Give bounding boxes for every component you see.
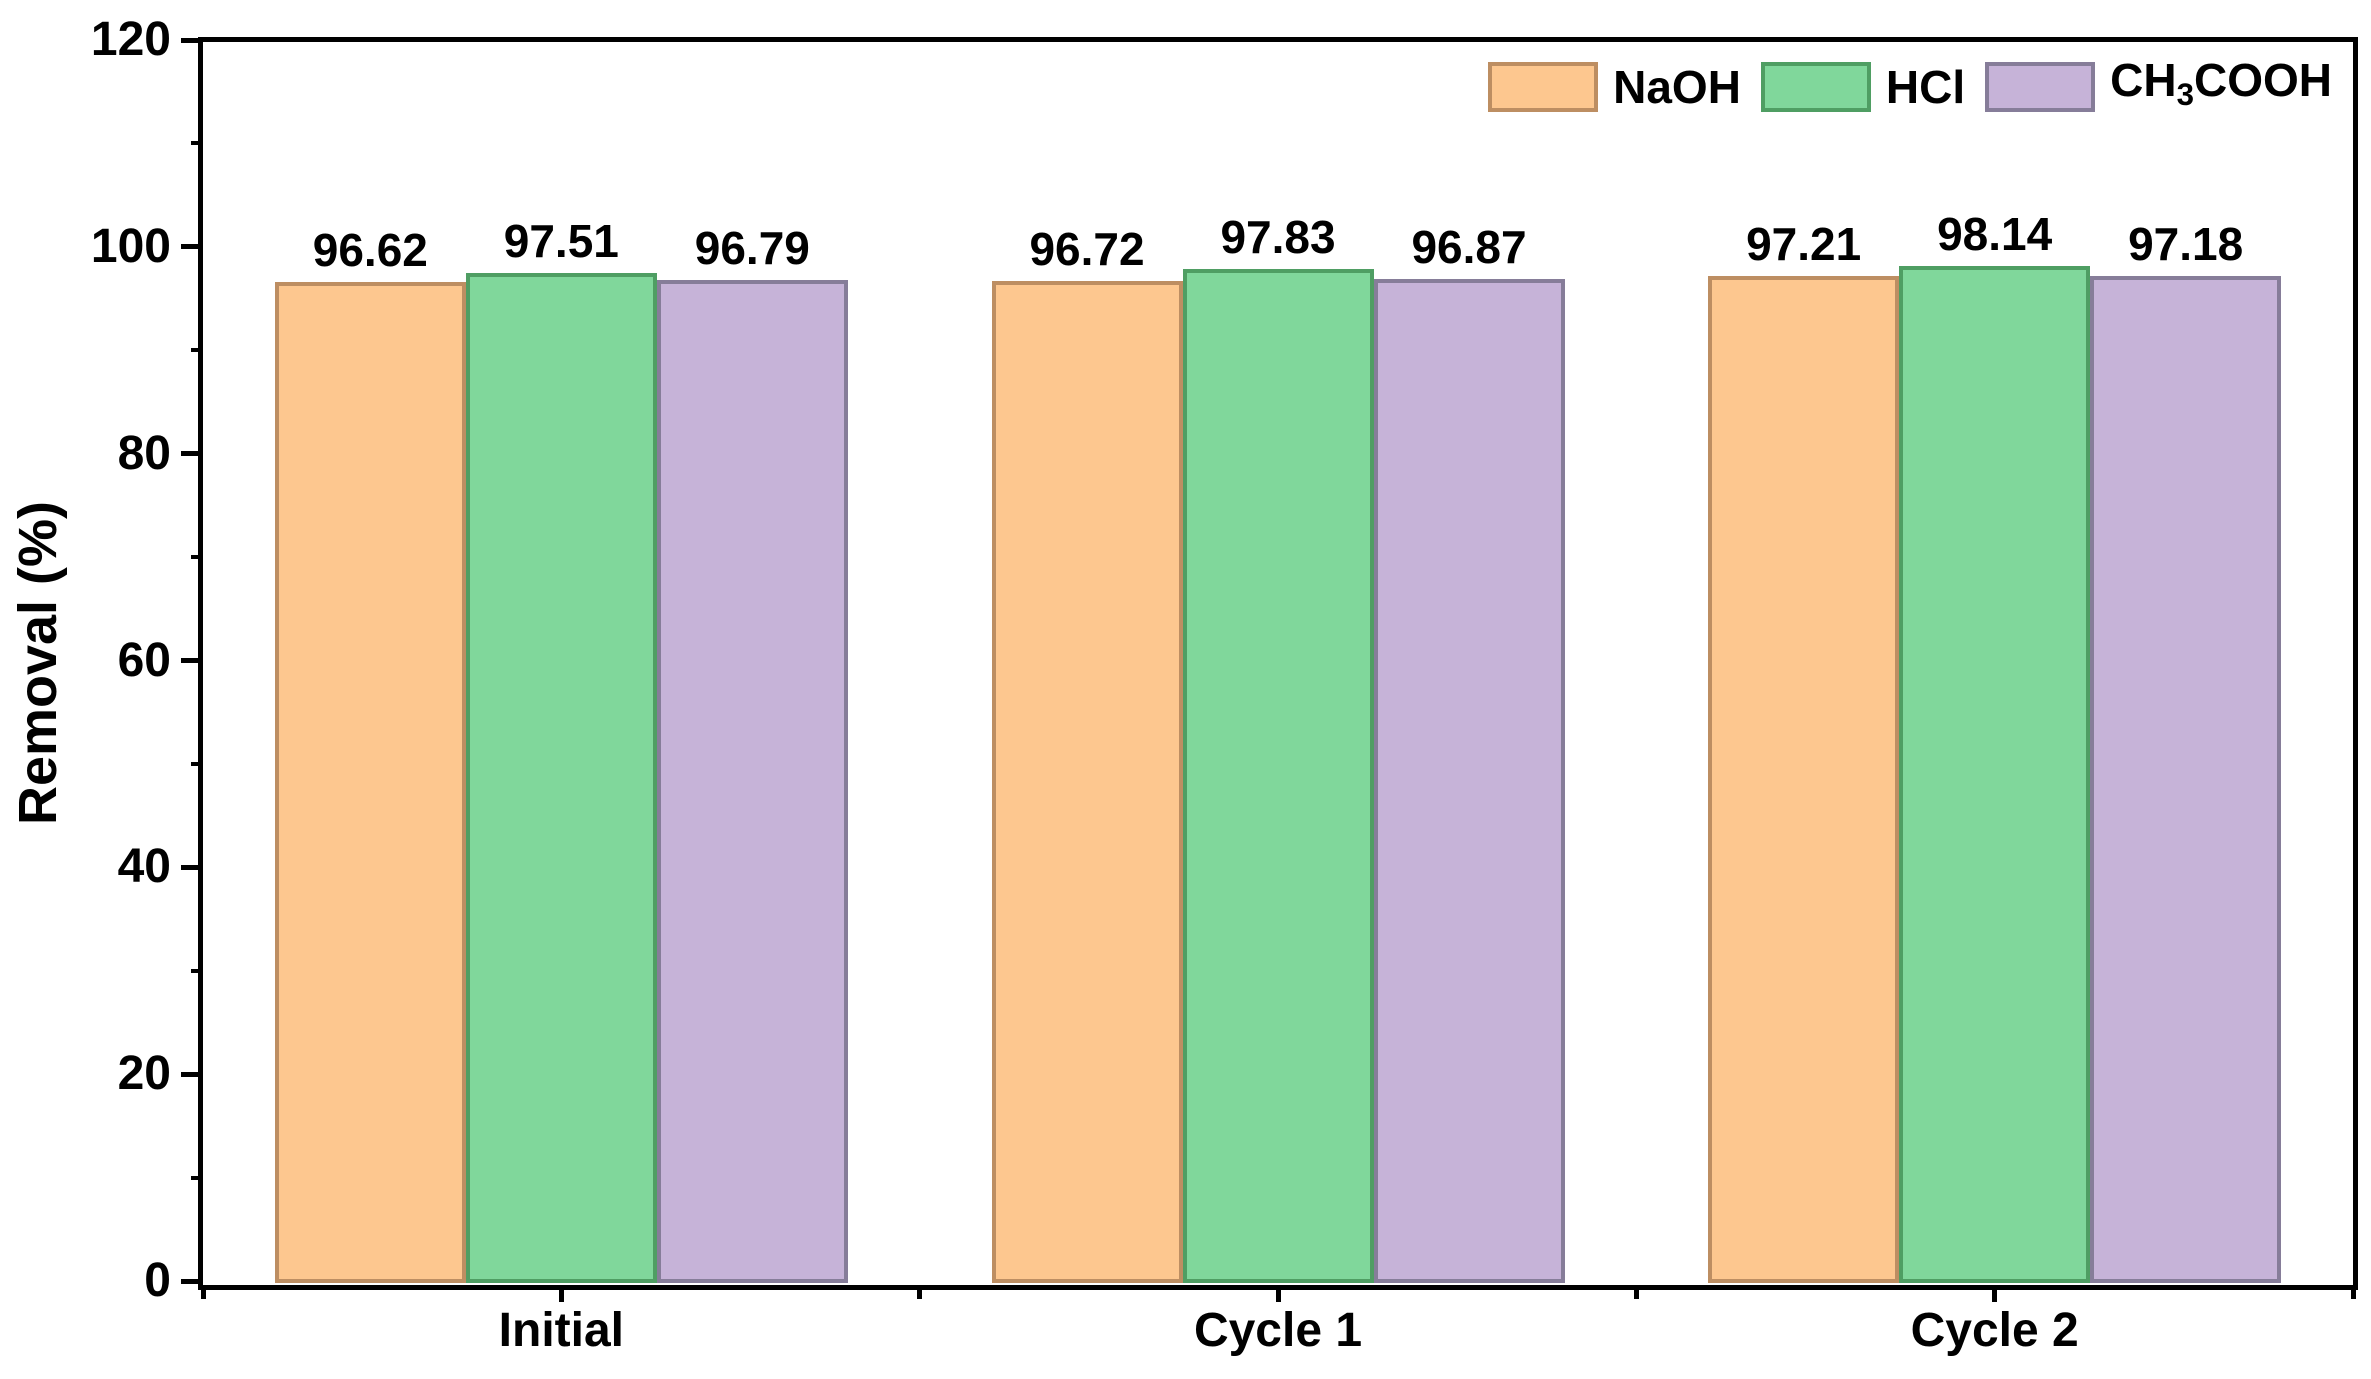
- y-axis-tick: [181, 451, 203, 457]
- y-axis-tick: [191, 1175, 203, 1180]
- y-tick-label: 100: [90, 219, 171, 273]
- legend-label-hcl: HCl: [1886, 62, 1965, 112]
- x-axis-boundary-tick: [917, 1285, 923, 1299]
- bar-value-label: 97.21: [1746, 217, 1862, 270]
- bar-ch3cooh-cycle-2: [2090, 275, 2282, 1283]
- x-category-label: Initial: [498, 1304, 624, 1357]
- bar-naoh-initial: [274, 281, 466, 1283]
- bar-hcl-cycle-1: [1182, 269, 1374, 1283]
- y-axis-tick: [181, 658, 203, 663]
- y-axis-tick: [181, 1278, 203, 1284]
- x-axis-boundary-tick: [2350, 1285, 2356, 1299]
- legend-item-naoh: NaOH: [1488, 62, 1741, 113]
- bar-value-label: 97.51: [503, 214, 619, 267]
- label-text: NaOH: [1613, 61, 1741, 114]
- y-tick-label: 40: [117, 840, 171, 894]
- bar-hcl-initial: [465, 272, 657, 1283]
- bar-value-label: 97.83: [1220, 211, 1336, 264]
- x-category-label: Cycle 2: [1910, 1304, 2079, 1357]
- x-axis-tick: [1992, 1285, 1998, 1302]
- bar-naoh-cycle-2: [1708, 275, 1900, 1283]
- legend-swatch-naoh: [1488, 62, 1599, 113]
- label-text: CH: [2110, 54, 2177, 106]
- bar-ch3cooh-initial: [656, 280, 848, 1283]
- y-tick-label: 60: [117, 633, 171, 687]
- y-axis-tick: [181, 244, 203, 250]
- legend-item-ch3cooh: CH3COOH: [1985, 55, 2332, 120]
- x-axis-boundary-tick: [1633, 1285, 1639, 1299]
- bar-naoh-cycle-1: [991, 280, 1183, 1283]
- bar-value-label: 96.62: [312, 223, 428, 276]
- y-tick-label: 80: [117, 426, 171, 480]
- bar-ch3cooh-cycle-1: [1373, 279, 1565, 1283]
- x-axis-tick: [1275, 1285, 1281, 1302]
- y-axis-tick: [181, 1071, 203, 1077]
- legend-item-hcl: HCl: [1760, 62, 1965, 113]
- label-text: COOH: [2194, 54, 2332, 106]
- x-axis-tick: [558, 1285, 564, 1302]
- x-axis-boundary-tick: [200, 1285, 206, 1299]
- bar-value-label: 98.14: [1937, 208, 2053, 261]
- legend: NaOH HCl CH3COOH: [1488, 55, 2332, 120]
- bar-hcl-cycle-2: [1899, 266, 2091, 1283]
- y-axis-title: Removal (%): [8, 500, 68, 825]
- bar-value-label: 96.87: [1411, 221, 1527, 274]
- y-axis-tick: [191, 761, 203, 766]
- y-axis-tick: [191, 555, 203, 560]
- y-axis-tick: [191, 968, 203, 973]
- x-category-label: Cycle 1: [1193, 1304, 1363, 1357]
- bar-value-label: 96.79: [694, 222, 810, 275]
- y-tick-label: 0: [144, 1254, 171, 1307]
- legend-swatch-ch3cooh: [1985, 62, 2096, 113]
- bar-value-label: 96.72: [1029, 222, 1145, 275]
- y-axis-tick: [191, 141, 203, 146]
- legend-swatch-hcl: [1760, 62, 1871, 113]
- bar-value-label: 97.18: [2128, 217, 2244, 270]
- legend-label-naoh: NaOH: [1613, 62, 1741, 112]
- y-axis-tick: [181, 37, 203, 43]
- label-text: HCl: [1885, 61, 1966, 114]
- y-tick-label: 120: [90, 13, 171, 66]
- y-axis-tick: [191, 348, 203, 353]
- y-tick-label: 20: [117, 1047, 171, 1101]
- subscript-text: 3: [2176, 76, 2194, 112]
- legend-label-ch3cooh: CH3COOH: [2110, 55, 2332, 120]
- y-axis-tick: [181, 864, 203, 870]
